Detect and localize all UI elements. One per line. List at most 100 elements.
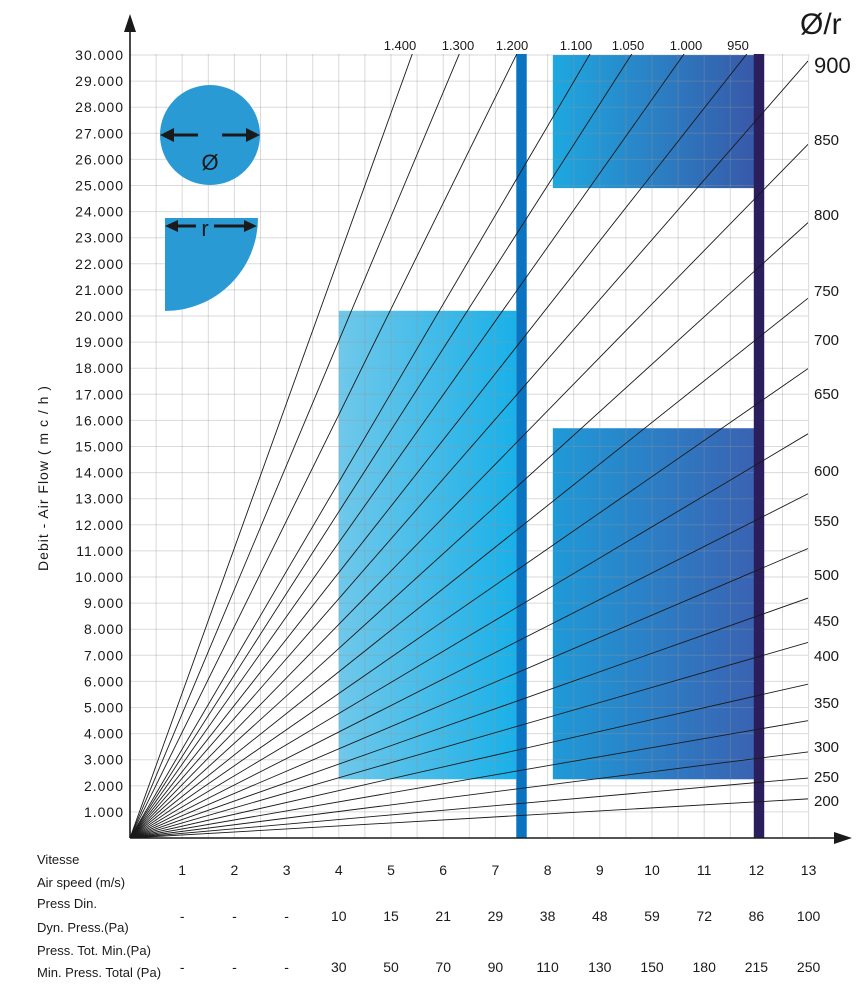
quarter-duct-icon bbox=[165, 218, 258, 311]
diameter-label-right: 250 bbox=[814, 769, 839, 786]
diameter-label-right: 700 bbox=[814, 332, 839, 349]
y-tick-label: 12.000 bbox=[75, 517, 124, 533]
y-tick-label: 18.000 bbox=[75, 360, 124, 376]
y-tick-label: 6.000 bbox=[84, 673, 124, 689]
diameter-label-right: 300 bbox=[814, 739, 839, 756]
vertical-band-1 bbox=[516, 54, 527, 838]
y-tick-label: 4.000 bbox=[84, 726, 124, 742]
dyn-press-cell: 21 bbox=[435, 908, 451, 924]
y-tick-label: 20.000 bbox=[75, 308, 124, 324]
diameter-line-1300 bbox=[130, 54, 460, 838]
dyn-label-2: Dyn. Press.(Pa) bbox=[37, 920, 129, 935]
diameter-line-600 bbox=[130, 493, 808, 838]
y-tick-label: 22.000 bbox=[75, 256, 124, 272]
tot-press-cell: 130 bbox=[588, 959, 612, 975]
dyn-press-cell: 86 bbox=[749, 908, 765, 924]
diameter-line-800 bbox=[130, 222, 808, 838]
y-tick-labels: 1.000 2.000 3.000 4.000 5.000 6.000 7.000 8.000… bbox=[75, 47, 124, 820]
diameter-label-top: 1.050 bbox=[612, 38, 645, 53]
x-axis-arrow-icon bbox=[834, 832, 852, 844]
speed-cell: 12 bbox=[749, 862, 765, 878]
diameter-label-right: 350 bbox=[814, 695, 839, 712]
tot-press-cell: 215 bbox=[745, 959, 769, 975]
y-tick-label: 25.000 bbox=[75, 178, 124, 194]
diameter-label-top: 1.000 bbox=[670, 38, 703, 53]
tot-press-cell: 30 bbox=[331, 959, 347, 975]
dyn-press-cell: 29 bbox=[488, 908, 504, 924]
diameter-line-900 bbox=[130, 60, 808, 838]
diameter-line-450 bbox=[130, 641, 808, 838]
vertical-band-2 bbox=[753, 54, 765, 838]
y-tick-label: 8.000 bbox=[84, 621, 124, 637]
diameter-line-750 bbox=[130, 297, 808, 838]
y-tick-label: 24.000 bbox=[75, 204, 124, 220]
diameter-line-300 bbox=[130, 751, 808, 838]
y-tick-label: 30.000 bbox=[75, 47, 124, 63]
y-tick-label: 27.000 bbox=[75, 125, 124, 141]
r-arrow-head-left-icon bbox=[165, 220, 178, 232]
diameter-line-350 bbox=[130, 720, 808, 838]
y-tick-label: 16.000 bbox=[75, 412, 124, 428]
diameter-label-top: 1.400 bbox=[384, 38, 417, 53]
tot-label-1: Press. Tot. Min.(Pa) bbox=[37, 943, 151, 958]
y-tick-label: 21.000 bbox=[75, 282, 124, 298]
diameter-label-right: 450 bbox=[814, 613, 839, 630]
speed-label-1: Vitesse bbox=[37, 852, 79, 867]
axes bbox=[124, 14, 852, 844]
speed-cell: 6 bbox=[439, 862, 447, 878]
zone-region-1 bbox=[338, 310, 517, 780]
diameter-line-200 bbox=[130, 798, 808, 838]
diameter-labels: 1.400 1.300 1.200 1.100 1.050 1.000 950 900 850 8… bbox=[384, 38, 851, 810]
diameter-label-right: 600 bbox=[814, 463, 839, 480]
speed-cell: 11 bbox=[697, 862, 712, 878]
arrow-head-right-icon bbox=[246, 128, 260, 142]
tot-label-2: Min. Press. Total (Pa) bbox=[37, 965, 161, 980]
speed-cell: 9 bbox=[596, 862, 604, 878]
quarter-symbol: r bbox=[201, 216, 208, 241]
speed-cell: 5 bbox=[387, 862, 395, 878]
diameter-line-500 bbox=[130, 597, 808, 838]
dyn-press-cell: - bbox=[180, 908, 185, 924]
diameter-line-650 bbox=[130, 433, 808, 838]
diameter-line-950 bbox=[130, 54, 748, 838]
tot-press-cell: 70 bbox=[435, 959, 451, 975]
tot-press-cell: 180 bbox=[693, 959, 717, 975]
tot-press-cell: 50 bbox=[383, 959, 399, 975]
tot-press-cell: - bbox=[284, 959, 289, 975]
diameter-label-right: 550 bbox=[814, 513, 839, 530]
diameter-label-top: 1.200 bbox=[496, 38, 529, 53]
y-axis-arrow-icon bbox=[124, 14, 136, 32]
speed-cell: 8 bbox=[544, 862, 552, 878]
diameter-label-top: 1.300 bbox=[442, 38, 475, 53]
dyn-press-cell: 38 bbox=[540, 908, 556, 924]
y-tick-label: 15.000 bbox=[75, 439, 124, 455]
diameter-label-right: 650 bbox=[814, 386, 839, 403]
tot-press-cell: - bbox=[180, 959, 185, 975]
speed-cell: 3 bbox=[283, 862, 291, 878]
diameter-line-250 bbox=[130, 777, 808, 838]
r-arrow-head-right-icon bbox=[244, 220, 257, 232]
diameter-line-1100 bbox=[130, 54, 591, 838]
diameter-label-top: 1.100 bbox=[560, 38, 593, 53]
dyn-press-cell: 48 bbox=[592, 908, 608, 924]
y-tick-label: 28.000 bbox=[75, 99, 124, 115]
diameter-line-550 bbox=[130, 548, 808, 838]
y-tick-label: 7.000 bbox=[84, 647, 124, 663]
vertical-bands bbox=[516, 54, 765, 838]
diameter-label-right: 850 bbox=[814, 132, 839, 149]
diameter-line-850 bbox=[130, 144, 808, 838]
speed-pressure-table: Vitesse Air speed (m/s) Press Din. Dyn. … bbox=[37, 852, 820, 980]
diameter-line-1000 bbox=[130, 54, 685, 838]
zone-region-3 bbox=[552, 55, 757, 189]
diameter-label-top: 950 bbox=[727, 38, 749, 53]
y-tick-label: 9.000 bbox=[84, 595, 124, 611]
diameter-line-400 bbox=[130, 683, 808, 838]
table-cells: 1 2 3 4 5 6 7 8 9 10 11 12 13- - -10 15 21 29 38 48 59 72 86 10… bbox=[178, 862, 820, 975]
y-axis-label: Debit - Air Flow ( m c / h ) bbox=[35, 385, 51, 571]
y-tick-label: 11.000 bbox=[76, 543, 124, 559]
diameter-line-1200 bbox=[130, 54, 518, 838]
diameter-label-right: 800 bbox=[814, 207, 839, 224]
dyn-label-1: Press Din. bbox=[37, 896, 97, 911]
diameter-line-1400 bbox=[130, 54, 413, 838]
